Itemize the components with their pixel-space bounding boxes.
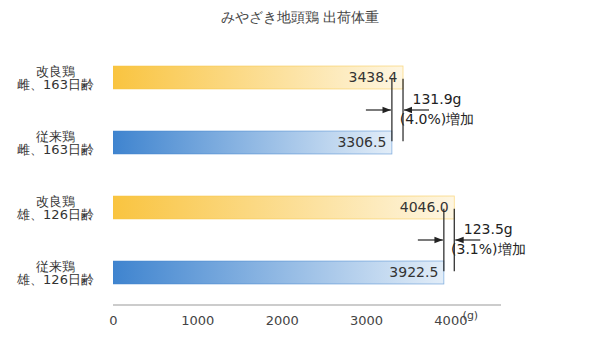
svg-text:0: 0: [109, 313, 117, 328]
svg-text:改良鶏雄、126日齢: 改良鶏雄、126日齢: [16, 194, 94, 222]
svg-text:2000: 2000: [266, 313, 299, 328]
svg-text:131.9g(4.0%)増加: 131.9g(4.0%)増加: [400, 91, 475, 127]
svg-text:1000: 1000: [181, 313, 214, 328]
svg-text:3438.4: 3438.4: [349, 69, 398, 85]
svg-text:従来鶏雄、126日齢: 従来鶏雄、126日齢: [16, 259, 94, 287]
svg-text:4046.0: 4046.0: [400, 199, 449, 215]
svg-text:4000: 4000: [434, 312, 468, 328]
svg-text:改良鶏雌、163日齢: 改良鶏雌、163日齢: [17, 64, 94, 92]
svg-text:3000: 3000: [350, 313, 383, 328]
svg-text:従来鶏雌、163日齢: 従来鶏雌、163日齢: [17, 129, 94, 157]
svg-text:123.5g(3.1%)増加: 123.5g(3.1%)増加: [451, 221, 526, 257]
svg-text:(g): (g): [463, 309, 479, 322]
svg-text:3922.5: 3922.5: [389, 264, 438, 280]
svg-text:3306.5: 3306.5: [337, 134, 386, 150]
html-text:みやざき地頭鶏 出荷体重: みやざき地頭鶏 出荷体重: [220, 9, 380, 25]
